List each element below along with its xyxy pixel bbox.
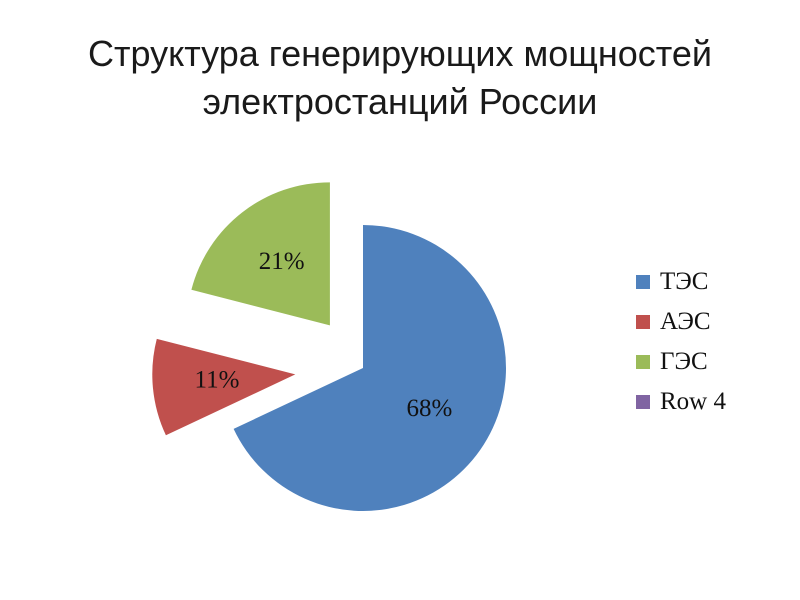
legend-swatch [636, 275, 650, 289]
data-label-гэс: 21% [259, 248, 305, 275]
legend-label: АЭС [660, 308, 711, 335]
legend-label: Row 4 [660, 388, 726, 415]
legend-label: ГЭС [660, 348, 708, 375]
legend-swatch [636, 395, 650, 409]
legend-item-row-4: Row 4 [636, 382, 726, 422]
legend-item-аэс: АЭС [636, 302, 726, 342]
chart-title: Структура генерирующих мощностей электро… [0, 30, 800, 126]
legend-swatch [636, 315, 650, 329]
chart-legend: ТЭС АЭС ГЭС Row 4 [636, 262, 726, 422]
chart-title-line-2: электростанций России [202, 81, 598, 122]
data-label-аэс: 11% [195, 367, 240, 394]
data-label-тэс: 68% [406, 395, 452, 422]
legend-label: ТЭС [660, 268, 709, 295]
pie-slice-аэс [152, 338, 296, 436]
chart-title-line-1: Структура генерирующих мощностей [87, 33, 713, 74]
legend-item-гэс: ГЭС [636, 342, 726, 382]
legend-swatch [636, 355, 650, 369]
pie-slice-тэс [233, 225, 506, 511]
legend-item-тэс: ТЭС [636, 262, 726, 302]
pie-slice-гэс [191, 182, 330, 326]
